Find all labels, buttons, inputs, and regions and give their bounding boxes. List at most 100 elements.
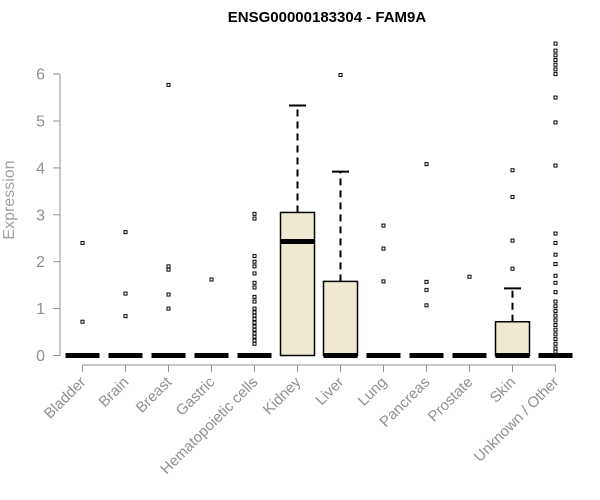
outlier-point: [123, 291, 128, 296]
chart-title: ENSG00000183304 - FAM9A: [228, 9, 427, 26]
outlier-point: [510, 238, 515, 243]
outlier-point: [252, 324, 257, 329]
box-group: [494, 168, 531, 358]
outlier-point: [252, 299, 257, 304]
outlier-point: [80, 240, 85, 245]
y-axis-label: Expression: [1, 160, 18, 239]
outlier-point: [252, 216, 257, 221]
x-tick-label: Lung: [355, 374, 391, 410]
outlier-point: [252, 280, 257, 285]
x-tick-label: Skin: [487, 374, 520, 407]
outlier-point: [553, 120, 558, 125]
outlier-point: [553, 313, 558, 318]
outlier-point: [553, 67, 558, 72]
outlier-point: [338, 73, 343, 78]
outlier-point: [553, 72, 558, 77]
outlier-point: [123, 230, 128, 235]
outlier-point: [252, 331, 257, 336]
outlier-point: [553, 95, 558, 100]
outlier-point: [510, 168, 515, 173]
outlier-point: [553, 252, 558, 257]
outlier-point: [553, 304, 558, 309]
box-group: [409, 162, 444, 358]
outlier-point: [467, 274, 472, 279]
outlier-point: [166, 267, 171, 272]
box-group: [366, 223, 401, 358]
outlier-point: [510, 266, 515, 271]
outlier-point: [424, 303, 429, 308]
outlier-point: [553, 327, 558, 332]
y-tick-label: 0: [36, 348, 45, 365]
box-group: [151, 82, 186, 358]
box-group: [322, 73, 359, 358]
box-iqr: [494, 320, 531, 357]
x-tick-label: Prostate: [425, 374, 477, 426]
outlier-point: [553, 62, 558, 67]
outlier-point: [553, 332, 558, 337]
x-tick-label: Kidney: [260, 373, 305, 418]
outlier-point: [252, 313, 257, 318]
y-tick-label: 2: [36, 254, 45, 271]
outlier-point: [553, 163, 558, 168]
outlier-point: [553, 48, 558, 53]
box-group: [237, 211, 272, 358]
outlier-point: [252, 254, 257, 259]
outlier-point: [553, 290, 558, 295]
outlier-point: [553, 299, 558, 304]
outlier-point: [252, 259, 257, 264]
outlier-point: [510, 194, 515, 199]
outlier-point: [252, 320, 257, 325]
outlier-point: [553, 273, 558, 278]
outlier-point: [166, 292, 171, 297]
outlier-point: [381, 223, 386, 228]
outlier-point: [209, 277, 214, 282]
y-tick-label: 3: [36, 207, 45, 224]
outlier-point: [553, 240, 558, 245]
box-group: [65, 240, 100, 358]
outlier-point: [553, 58, 558, 63]
box-group: [279, 104, 316, 357]
outlier-point: [381, 246, 386, 251]
outlier-point: [424, 279, 429, 284]
outlier-point: [553, 41, 558, 46]
box-group: [108, 230, 143, 358]
outlier-point: [166, 306, 171, 311]
box-group: [194, 277, 229, 358]
outlier-point: [553, 346, 558, 351]
box-group: [538, 41, 573, 358]
outlier-point: [252, 316, 257, 321]
outlier-point: [553, 349, 558, 354]
x-tick-label: Bladder: [41, 374, 90, 423]
outlier-point: [252, 327, 257, 332]
y-tick-label: 4: [36, 160, 45, 177]
outlier-point: [424, 287, 429, 292]
box-group: [452, 274, 487, 358]
outlier-point: [553, 308, 558, 313]
x-tick-label: Liver: [312, 374, 347, 409]
outlier-point: [553, 53, 558, 58]
outlier-point: [553, 280, 558, 285]
outlier-point: [252, 211, 257, 216]
y-axis: 0 1 2 3 4 5 6: [36, 67, 61, 365]
outlier-point: [553, 323, 558, 328]
outlier-point: [553, 341, 558, 346]
y-tick-label: 1: [36, 301, 45, 318]
outlier-point: [553, 337, 558, 342]
outlier-point: [123, 314, 128, 319]
outlier-point: [252, 341, 257, 346]
outlier-point: [166, 82, 171, 87]
outlier-point: [80, 319, 85, 324]
outlier-point: [166, 264, 171, 269]
y-tick-label: 6: [36, 67, 45, 84]
outlier-point: [252, 271, 257, 276]
outlier-point: [553, 262, 558, 267]
box-iqr: [279, 211, 316, 357]
x-tick-label: Brain: [96, 374, 133, 411]
x-tick-label: Breast: [133, 373, 176, 416]
outlier-point: [553, 231, 558, 236]
outlier-point: [381, 279, 386, 284]
outlier-point: [252, 310, 257, 315]
box-iqr: [322, 280, 359, 357]
